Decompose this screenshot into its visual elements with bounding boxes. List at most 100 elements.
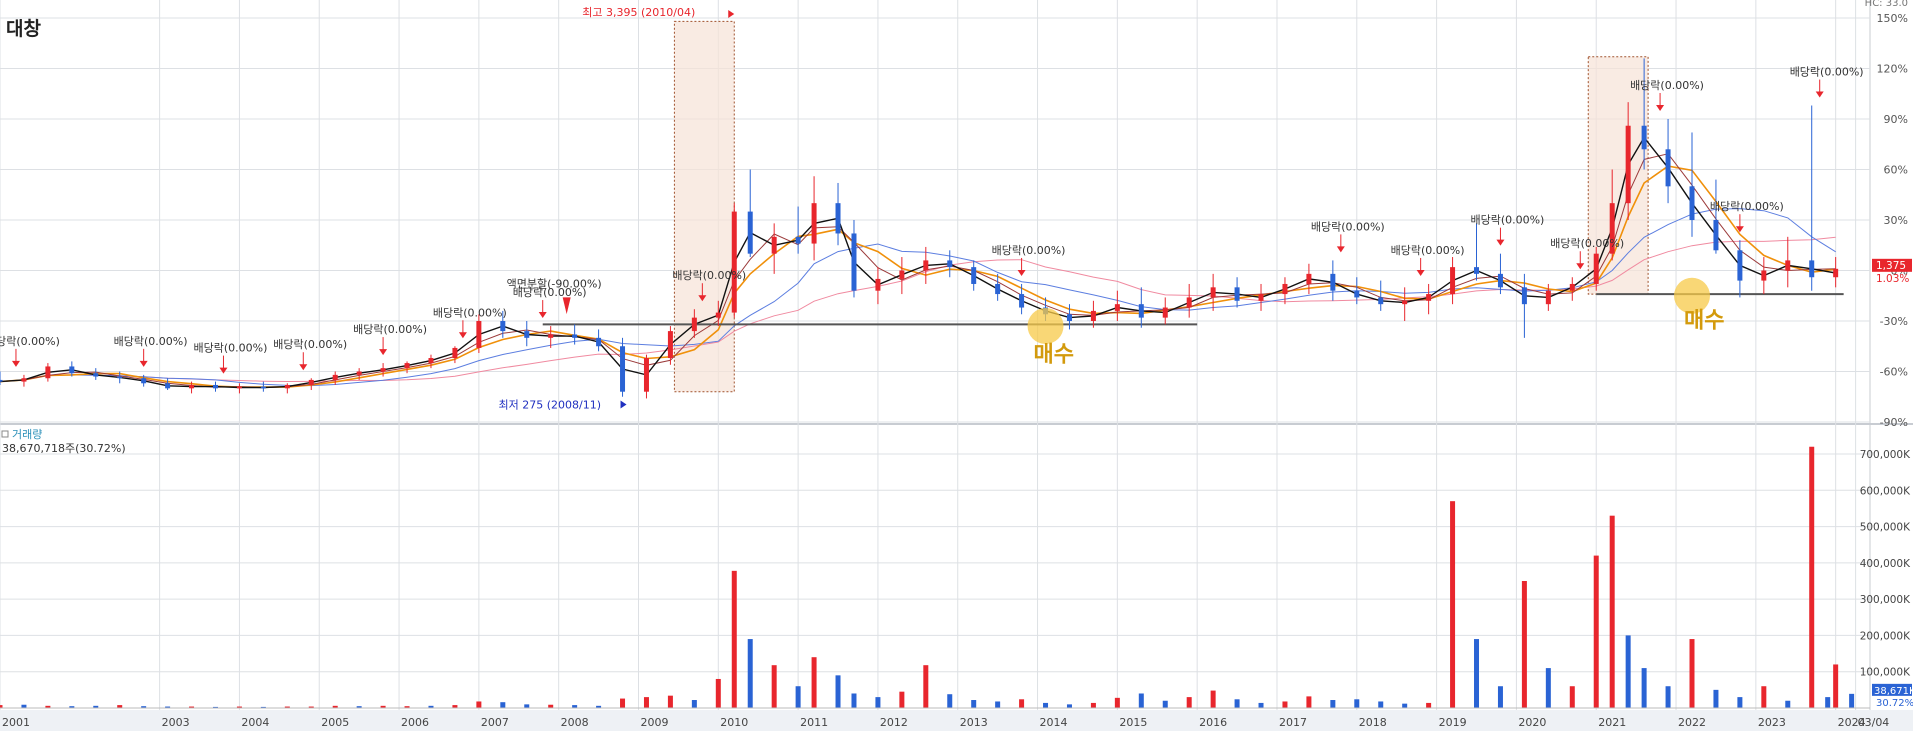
- candle-body: [1545, 290, 1551, 305]
- volume-bar: [715, 678, 721, 708]
- x-tick-label: 2012: [880, 716, 908, 729]
- low-label: 최저 275 (2008/11): [499, 399, 602, 412]
- candle-body: [428, 358, 434, 364]
- candle-body: [284, 384, 290, 389]
- candle-body: [332, 374, 338, 380]
- volume-bar: [452, 705, 458, 708]
- dividend-arrow-head: [299, 364, 308, 371]
- candle-body: [1713, 220, 1719, 251]
- volume-bar: [1090, 702, 1096, 708]
- candle-body: [620, 346, 626, 392]
- volume-bar: [643, 697, 649, 708]
- volume-bar: [572, 705, 578, 708]
- volume-bar: [1114, 697, 1120, 708]
- candle-body: [971, 267, 977, 284]
- dividend-arrow-head: [1656, 105, 1665, 111]
- candle-body: [1282, 283, 1288, 295]
- volume-bar: [851, 693, 857, 708]
- candle-body: [260, 386, 266, 389]
- volume-bar: [1138, 693, 1144, 708]
- x-tick-label: 03/04: [1858, 716, 1890, 729]
- volume-bar: [236, 706, 242, 708]
- volume-bar: [1713, 689, 1719, 708]
- volume-bar: [548, 704, 554, 708]
- candle-body: [1450, 267, 1456, 295]
- volume-bar: [1258, 702, 1264, 708]
- y-tick-label: -60%: [1880, 366, 1908, 379]
- volume-bar: [923, 665, 929, 708]
- volume-bar: [1210, 690, 1216, 708]
- dividend-label: 배당락(0.00%): [1790, 66, 1864, 79]
- volume-bar: [1665, 686, 1671, 708]
- dividend-label: 배당락(0.00%): [1311, 220, 1385, 233]
- candle-body: [1665, 149, 1671, 187]
- ma20-line: [0, 165, 1836, 388]
- current-volume-box: [1872, 683, 1912, 696]
- volume-bar: [1426, 702, 1432, 708]
- current-volume-pct-label: 30.72%: [1876, 698, 1913, 709]
- volume-bar: [1474, 639, 1480, 708]
- volume-tick-label: 200,000K: [1860, 630, 1911, 642]
- candle-body: [1785, 260, 1791, 271]
- volume-bar: [141, 706, 147, 708]
- x-tick-label: 2021: [1598, 716, 1626, 729]
- dividend-label: 배당락(0.00%): [1710, 200, 1784, 213]
- volume-tick-label: 500,000K: [1860, 522, 1911, 534]
- volume-bar: [875, 697, 881, 708]
- volume-bar: [356, 706, 362, 708]
- volume-bar: [212, 706, 218, 708]
- current-price-box: [1872, 258, 1912, 272]
- candle-body: [835, 203, 841, 234]
- x-tick-label: 2018: [1359, 716, 1387, 729]
- volume-bar: [45, 705, 51, 708]
- ma5-line: [0, 136, 1836, 389]
- dividend-arrow-head: [1017, 269, 1026, 276]
- x-tick-label: 2001: [2, 716, 30, 729]
- candle-body: [1641, 125, 1647, 150]
- dividend-label: 배당락(0.00%): [992, 244, 1066, 257]
- x-tick-label: 2015: [1119, 716, 1147, 729]
- candle-body: [771, 236, 777, 254]
- volume-tick-label: 300,000K: [1860, 594, 1911, 606]
- volume-bar: [1330, 700, 1336, 708]
- candle-body: [1162, 307, 1168, 318]
- x-tick-label: 2017: [1279, 716, 1307, 729]
- volume-bar: [1354, 699, 1360, 708]
- candle-body: [1569, 283, 1575, 291]
- candle-body: [875, 278, 881, 291]
- candle-body: [572, 334, 578, 338]
- volume-bar: [1569, 686, 1575, 708]
- split-label: 액면분할(-90.00%): [507, 277, 602, 290]
- candle-body: [691, 317, 697, 332]
- dividend-label: 배당락(0.00%): [273, 338, 347, 351]
- x-tick-label: 2006: [401, 716, 429, 729]
- volume-bar: [1306, 696, 1312, 708]
- candle-body: [1378, 297, 1384, 305]
- dividend-arrow-head: [458, 332, 467, 339]
- volume-bar: [165, 706, 171, 708]
- candle-body: [1625, 125, 1631, 204]
- x-tick-label: 2007: [481, 716, 509, 729]
- volume-bar: [1809, 446, 1815, 708]
- x-tick-label: 2003: [162, 716, 190, 729]
- volume-bar: [1833, 664, 1839, 708]
- volume-bar: [500, 702, 506, 708]
- buy-marker: [1674, 277, 1711, 314]
- volume-bar: [476, 701, 482, 708]
- volume-bar: [189, 706, 195, 708]
- volume-bar: [1043, 702, 1049, 708]
- volume-bar: [404, 706, 410, 708]
- candle-body: [1809, 260, 1815, 278]
- candle-body: [1186, 297, 1192, 308]
- x-tick-label: 2014: [1040, 716, 1068, 729]
- dividend-label: 배당락(0.00%): [672, 269, 746, 282]
- volume-bar: [1378, 701, 1384, 708]
- candle-body: [380, 368, 386, 372]
- x-tick-label: 2016: [1199, 716, 1227, 729]
- volume-bar: [1761, 686, 1767, 708]
- candle-body: [1521, 287, 1527, 305]
- dividend-arrow-head: [1416, 269, 1425, 276]
- candle-body: [715, 312, 721, 318]
- volume-info: 38,670,718주(30.72%): [2, 442, 126, 455]
